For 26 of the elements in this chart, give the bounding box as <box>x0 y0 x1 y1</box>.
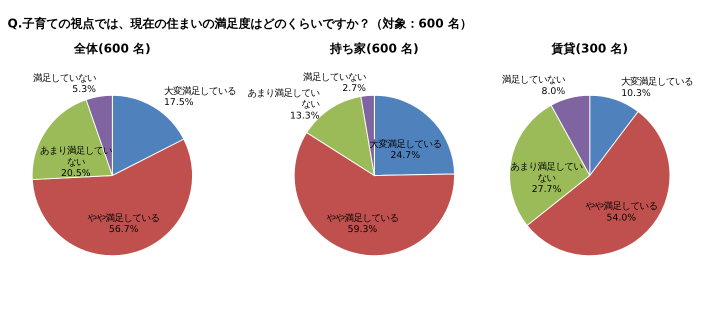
data-label: 10.3% <box>621 88 651 99</box>
data-label: 56.7% <box>108 224 139 236</box>
data-label: 24.7% <box>390 150 420 162</box>
data-label: 27.7% <box>532 184 562 196</box>
slice-label: やや満足している <box>326 212 398 224</box>
slice-label: 満足していない <box>32 72 96 84</box>
data-label: 2.7% <box>342 83 366 94</box>
data-label: 17.5% <box>164 97 194 108</box>
slice-label: やや満足している <box>88 212 160 224</box>
chart-title: 持ち家(600 名) <box>329 41 419 56</box>
slice-label: 満足していない <box>502 74 566 86</box>
data-label: 5.3% <box>72 84 96 96</box>
data-label: 13.3% <box>290 110 320 122</box>
slice-label: 大変満足している <box>164 86 236 98</box>
data-label: 20.5% <box>61 168 91 180</box>
slice-label: あまり満足していない <box>248 88 320 110</box>
slice-label: やや満足している <box>585 201 658 212</box>
slice-label: 大変満足している <box>621 76 694 88</box>
chart-title: 全体(600 名) <box>73 41 151 56</box>
data-label: 59.3% <box>348 224 378 235</box>
slice-label: 満足していない <box>303 72 366 83</box>
text: Q.子育ての視点では、現在の住まいの満足度はどのくらいですか？（対象：600 名） <box>7 16 472 30</box>
chart-title: 賃貸(300 名) <box>550 41 628 56</box>
data-label: 54.0% <box>606 212 636 224</box>
slice-label: あまり満足していない <box>510 162 583 184</box>
data-label: 8.0% <box>542 86 566 97</box>
